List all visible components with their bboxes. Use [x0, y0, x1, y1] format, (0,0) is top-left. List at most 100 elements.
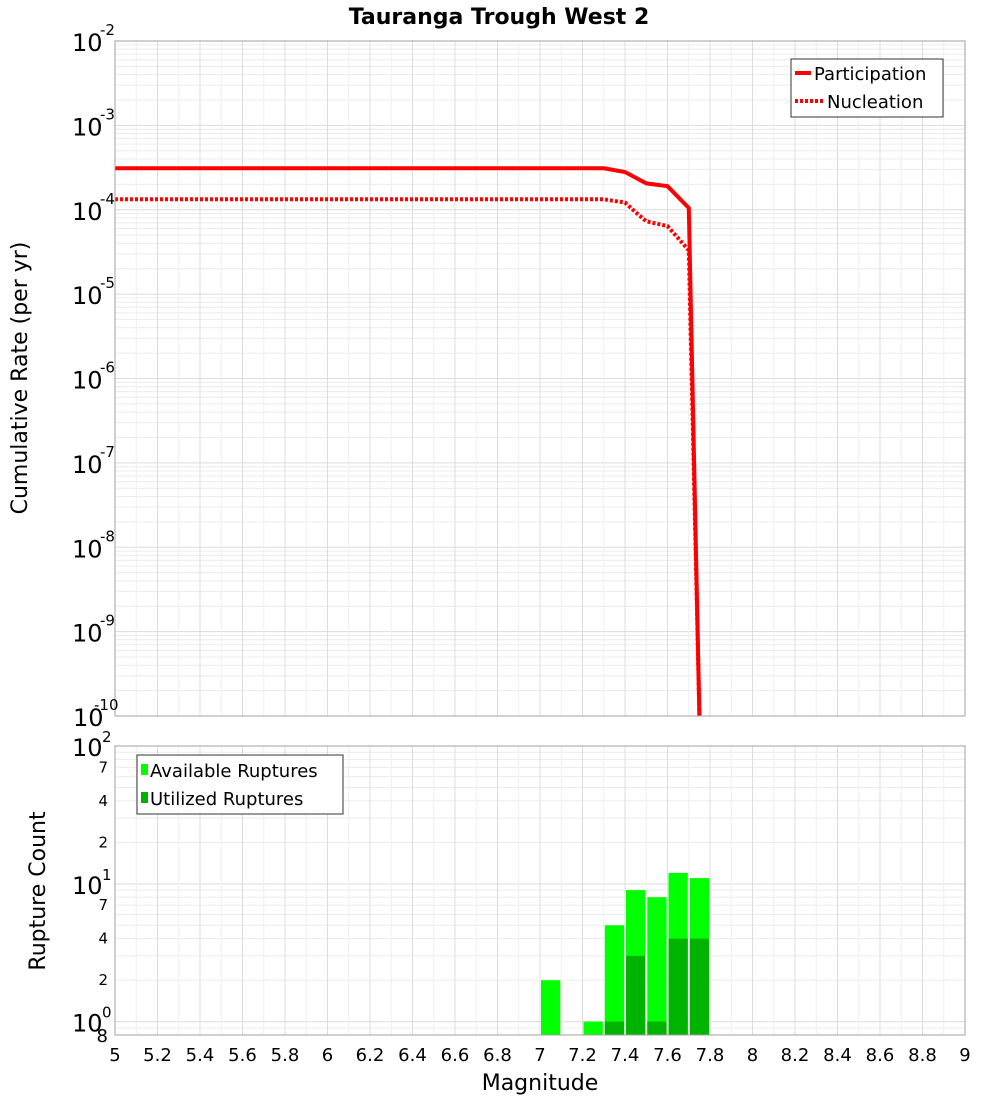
x-tick-label: 5.8 [271, 1045, 300, 1066]
count-grid [114, 746, 966, 1036]
x-tick-label: 7.8 [696, 1045, 725, 1066]
bar-available-ruptures [541, 980, 561, 1035]
rate-y-axis-label: Cumulative Rate (per yr) [8, 242, 33, 515]
rate-y-tick-base: 10 [72, 113, 103, 141]
count-y-tick-exponent: 2 [102, 728, 112, 746]
rate-y-tick-exponent: -4 [100, 190, 115, 208]
bar-utilized-ruptures [647, 1021, 667, 1035]
x-tick-label: 6.2 [356, 1045, 385, 1066]
count-y-minor-tick: 4 [98, 792, 108, 810]
rate-y-tick: 10-6 [72, 359, 115, 395]
rate-y-tick-base: 10 [73, 704, 104, 732]
x-tick-label: 9 [959, 1045, 970, 1066]
series-nucleation-line [115, 197, 702, 717]
rate-y-tick-exponent: -5 [100, 274, 115, 292]
rate-legend-box [790, 58, 944, 118]
rate-y-tick-base: 10 [72, 198, 103, 226]
x-tick-label: 8 [747, 1045, 758, 1066]
x-tick-label: 7 [534, 1045, 545, 1066]
x-tick-label: 6 [322, 1045, 333, 1066]
rate-y-tick-base: 10 [72, 535, 103, 563]
x-tick-label: 7.6 [653, 1045, 682, 1066]
count-bars [541, 872, 710, 1035]
count-y-tick: 10 2 [72, 728, 112, 762]
x-tick-label: 7.4 [611, 1045, 640, 1066]
rate-y-tick: 10-4 [72, 190, 115, 226]
bar-available-ruptures [604, 925, 625, 1035]
x-axis-label: Magnitude [482, 1071, 599, 1096]
bar-utilized-ruptures [626, 955, 646, 1035]
count-y-tick: 10 1 [72, 866, 112, 900]
legend-nucleation-label: Nucleation [827, 92, 923, 113]
count-y-axis-label: Rupture Count [26, 811, 51, 971]
legend-utilized-label: Utilized Ruptures [150, 789, 303, 810]
x-tick-label: 8.8 [908, 1045, 937, 1066]
count-y-minor-tick: 7 [98, 896, 108, 914]
rate-grid [114, 41, 966, 717]
count-y-minor-tick: 2 [98, 971, 108, 989]
legend-available-swatch [141, 764, 148, 775]
series-participation-line [115, 166, 702, 717]
count-y-tick-exponent: 1 [102, 866, 112, 884]
x-tick-label: 6.8 [483, 1045, 512, 1066]
rate-y-tick: 10-9 [72, 612, 115, 648]
count-y-tick: 10 0 [72, 1004, 112, 1038]
bar-available-ruptures [647, 897, 667, 1035]
rate-y-tick-exponent: -7 [100, 443, 115, 461]
rate-y-tick-base: 10 [72, 451, 103, 479]
count-y-tick-base: 10 [72, 872, 103, 900]
rate-y-ticks: 10-210-310-410-510-610-710-810-910-10 [72, 21, 119, 732]
rate-series [115, 166, 702, 717]
bar-utilized-ruptures [689, 938, 710, 1035]
rate-y-tick-base: 10 [72, 282, 103, 310]
rate-y-tick-exponent: -9 [100, 612, 115, 630]
x-tick-label: 8.2 [781, 1045, 810, 1066]
rate-y-tick: 10-10 [73, 696, 119, 732]
rate-y-tick-base: 10 [72, 367, 103, 395]
x-tick-label: 7.2 [568, 1045, 597, 1066]
rate-panel: 10-210-310-410-510-610-710-810-910-10 Cu… [8, 21, 966, 732]
rate-y-tick: 10-7 [72, 443, 115, 479]
rate-y-tick: 10-2 [72, 21, 115, 57]
x-tick-label: 5 [109, 1045, 120, 1066]
rate-y-tick: 10-3 [72, 105, 115, 141]
count-y-tick-base: 10 [72, 1010, 103, 1038]
legend-available-label: Available Ruptures [150, 761, 318, 782]
x-tick-label: 5.4 [186, 1045, 215, 1066]
rate-y-tick-base: 10 [72, 29, 103, 57]
rate-y-tick-exponent: -2 [100, 21, 115, 39]
rate-y-tick-exponent: -3 [100, 105, 115, 123]
bar-available-ruptures [583, 1021, 603, 1035]
x-tick-label: 8.6 [866, 1045, 895, 1066]
count-plot-frame [114, 745, 966, 1036]
chart-title: Tauranga Trough West 2 [349, 5, 650, 30]
count-y-minor-tick: 2 [98, 833, 108, 851]
x-tick-label: 5.2 [143, 1045, 172, 1066]
rate-y-tick-exponent: -6 [100, 359, 115, 377]
x-tick-label: 5.6 [228, 1045, 257, 1066]
x-tick-label: 8.4 [823, 1045, 852, 1066]
rate-y-tick-exponent: -8 [100, 527, 115, 545]
bar-utilized-ruptures [668, 938, 688, 1035]
rate-y-tick: 10-5 [72, 274, 115, 310]
count-y-minor-tick: 8 [97, 1026, 108, 1047]
count-y-minor-tick: 7 [98, 758, 108, 776]
rate-y-tick-exponent: -10 [94, 696, 119, 714]
count-y-minor-tick: 4 [98, 930, 108, 948]
rate-plot-frame [114, 40, 966, 717]
legend-utilized-swatch [141, 792, 148, 803]
x-tick-label: 6.4 [398, 1045, 427, 1066]
legend-participation-label: Participation [814, 64, 926, 85]
rate-y-tick-base: 10 [72, 620, 103, 648]
count-legend-box [136, 754, 344, 815]
count-x-ticks: 5 5.2 5.4 5.6 5.8 6 6.2 6.4 6.6 6.8 7 7.2 7.4 7.6 7.8 8… [109, 1045, 970, 1066]
count-y-tick-exponent: 0 [102, 1004, 112, 1022]
count-legend: Available Ruptures Utilized Ruptures [136, 754, 344, 815]
bar-utilized-ruptures [604, 1021, 625, 1035]
count-y-tick-base: 10 [72, 734, 103, 762]
x-tick-label: 6.6 [441, 1045, 470, 1066]
rate-y-tick: 10-8 [72, 527, 115, 563]
